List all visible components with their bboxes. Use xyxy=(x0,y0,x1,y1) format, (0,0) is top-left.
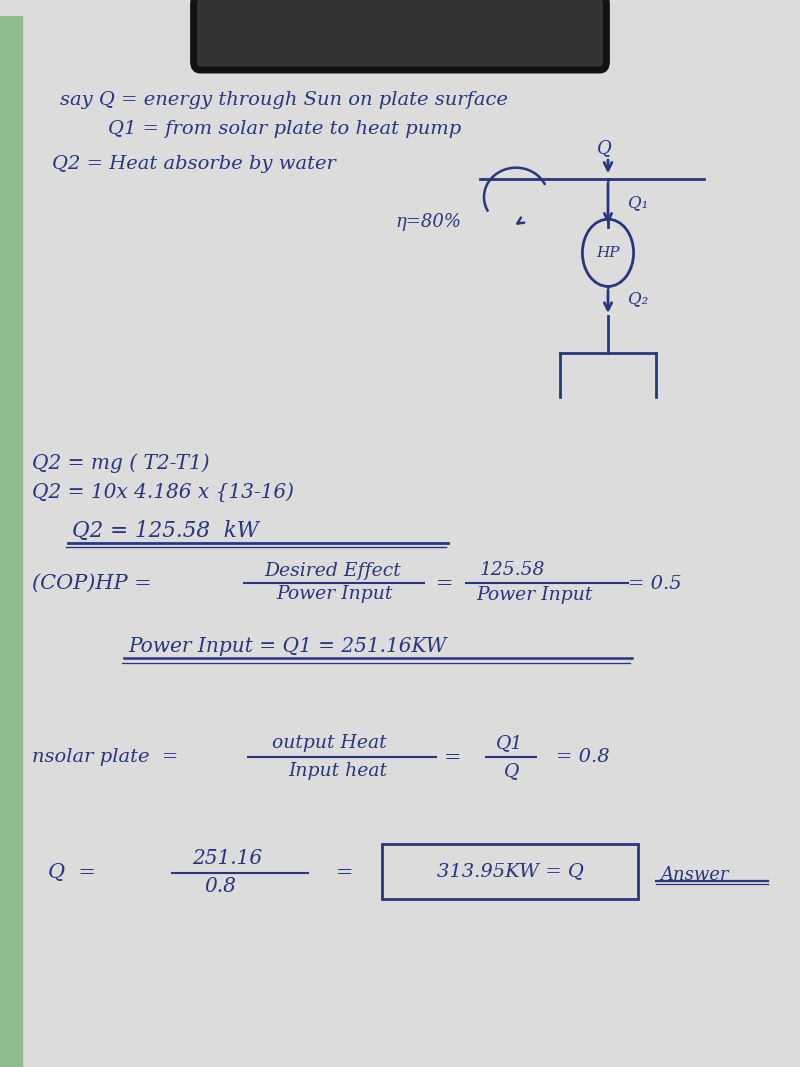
Text: η=80%: η=80% xyxy=(395,212,461,230)
Text: Q1: Q1 xyxy=(496,734,523,752)
Text: Q₂: Q₂ xyxy=(628,290,648,307)
Text: = 0.5: = 0.5 xyxy=(628,575,682,593)
Bar xyxy=(0,16,22,1067)
Text: Q₁: Q₁ xyxy=(628,194,648,211)
Text: Power Input: Power Input xyxy=(476,586,592,604)
Text: Q  =: Q = xyxy=(48,863,96,882)
Text: 0.8: 0.8 xyxy=(204,877,236,896)
Text: Q: Q xyxy=(597,139,611,157)
Text: Q2 = 10x 4.186 x {13-16): Q2 = 10x 4.186 x {13-16) xyxy=(32,482,294,503)
Text: = 0.8: = 0.8 xyxy=(556,748,610,766)
Text: nsolar plate  =: nsolar plate = xyxy=(32,748,178,766)
Text: Power Input: Power Input xyxy=(276,585,392,603)
Text: Q2 = Heat absorbe by water: Q2 = Heat absorbe by water xyxy=(52,155,336,173)
FancyBboxPatch shape xyxy=(194,0,606,70)
Text: =: = xyxy=(336,863,354,882)
Text: 251.16: 251.16 xyxy=(192,849,262,869)
Text: =: = xyxy=(444,748,462,766)
Text: Desired Effect: Desired Effect xyxy=(264,562,401,580)
Text: (COP)HP =: (COP)HP = xyxy=(32,574,152,593)
Text: Q: Q xyxy=(504,762,519,780)
Text: Power Input = Q1 = 251.16KW: Power Input = Q1 = 251.16KW xyxy=(128,637,446,656)
Text: Q1 = from solar plate to heat pump: Q1 = from solar plate to heat pump xyxy=(108,120,462,138)
Text: Q2 = 125.58  kW: Q2 = 125.58 kW xyxy=(72,521,259,542)
Text: HP: HP xyxy=(596,245,620,259)
Text: =: = xyxy=(436,574,454,593)
Text: 125.58: 125.58 xyxy=(480,561,546,579)
Text: say Q = energy through Sun on plate surface: say Q = energy through Sun on plate surf… xyxy=(60,92,508,110)
Text: 313.95KW = Q: 313.95KW = Q xyxy=(437,862,583,880)
Text: Answer: Answer xyxy=(660,865,729,883)
Text: Q2 = mg ( T2-T1): Q2 = mg ( T2-T1) xyxy=(32,453,210,473)
Text: output Heat: output Heat xyxy=(272,734,386,752)
Text: Input heat: Input heat xyxy=(288,762,387,780)
